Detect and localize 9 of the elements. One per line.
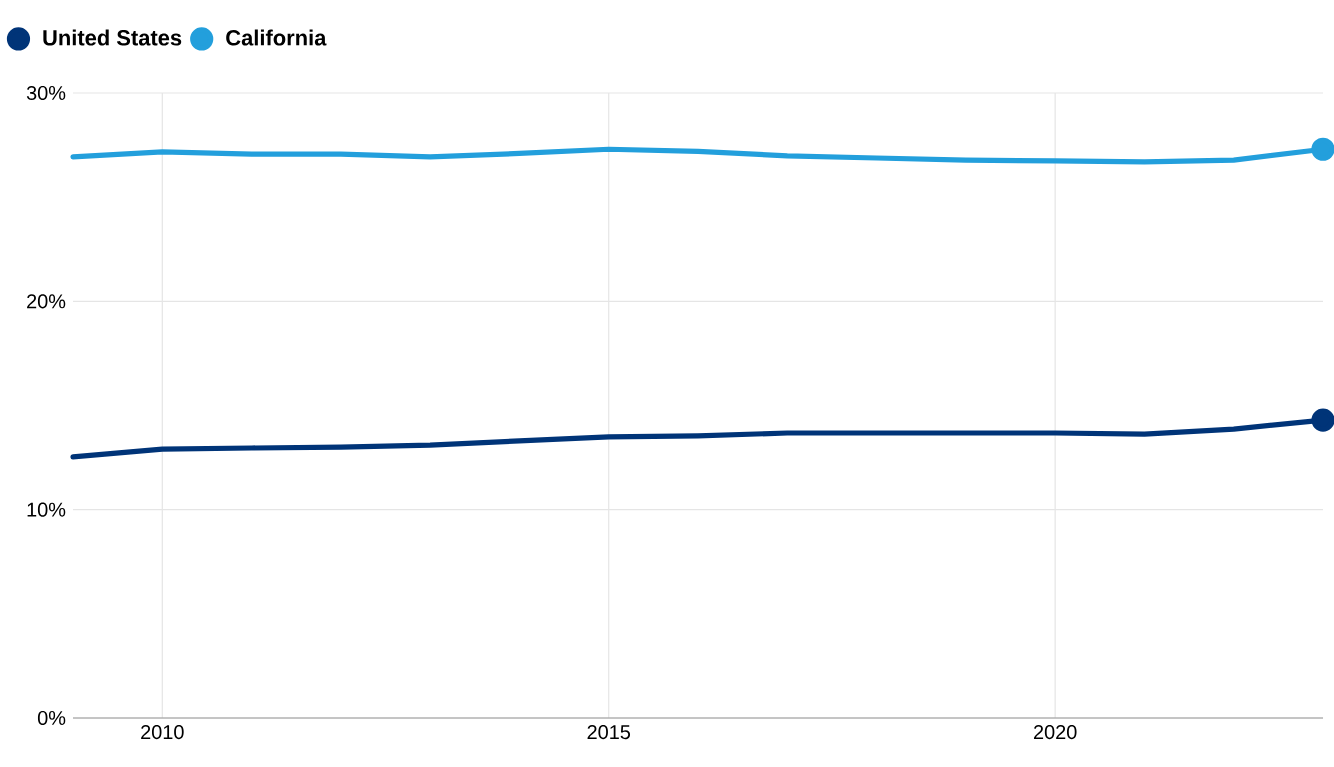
x-tick-label: 2020 — [1033, 725, 1077, 740]
y-tick-label: 0% — [37, 710, 66, 726]
legend-label: United States — [43, 29, 182, 46]
y-tick-label: 10% — [27, 502, 66, 517]
y-tick-label: 30% — [26, 85, 66, 101]
x-tick-label: 2010 — [141, 725, 184, 740]
y-tick-label: 20% — [27, 294, 66, 309]
x-tick-label: 2015 — [587, 725, 631, 740]
legend-label: California — [226, 29, 327, 46]
